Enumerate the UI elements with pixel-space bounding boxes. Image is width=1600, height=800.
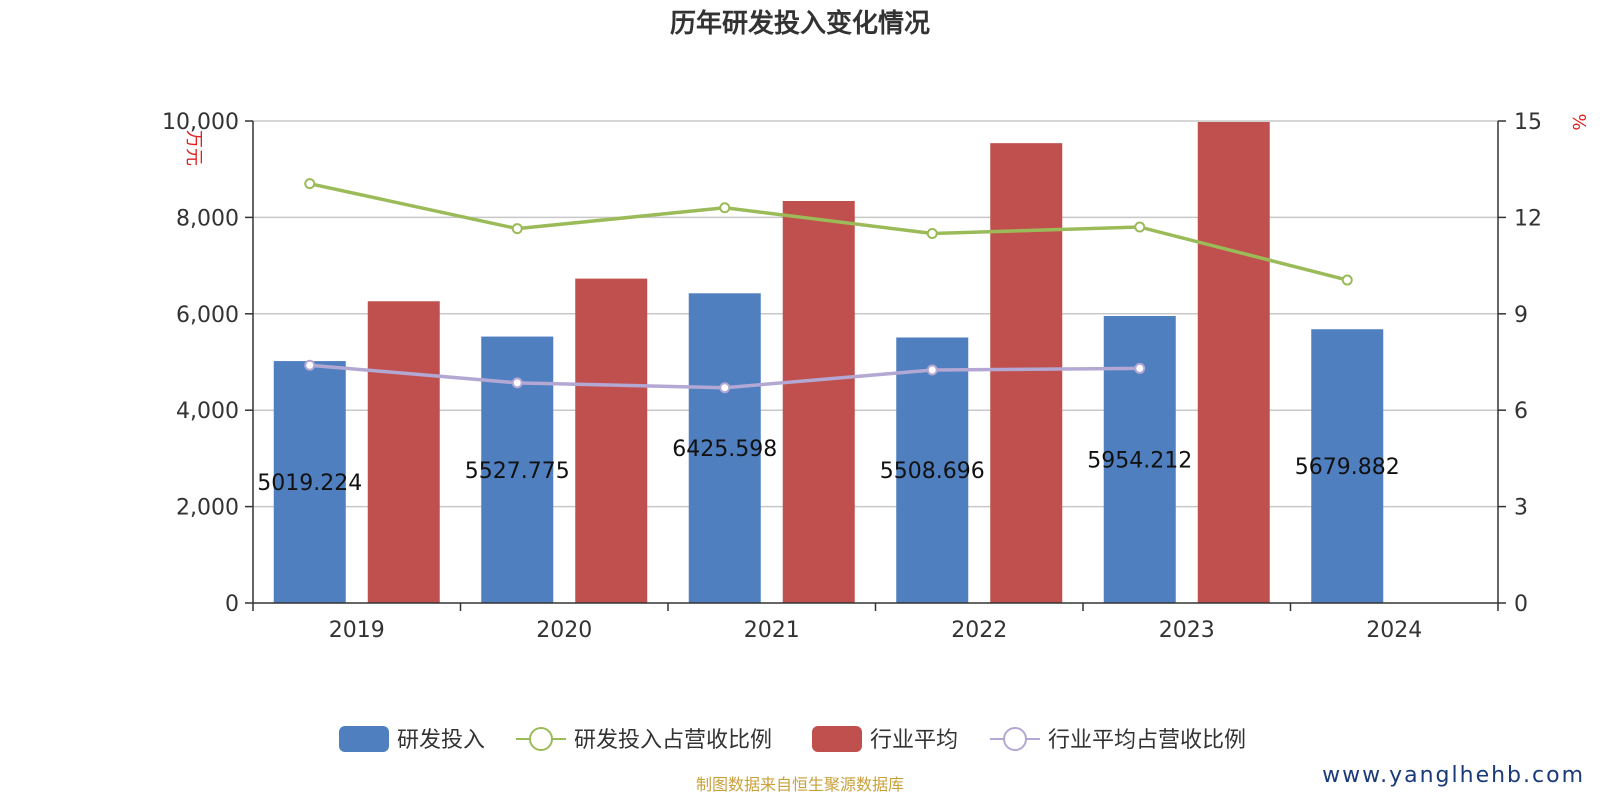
left-tick-label: 6,000 [176, 303, 239, 328]
left-tick-label: 10,000 [162, 110, 239, 135]
legend-label: 行业平均 [870, 728, 958, 753]
line-rd-ratio [309, 181, 1348, 282]
line-point [719, 202, 731, 214]
bar-data-label: 5019.224 [257, 471, 362, 496]
line-point [1341, 274, 1353, 286]
right-tick-label: 12 [1514, 206, 1542, 231]
legend-swatch-marker [1003, 727, 1027, 751]
bar-industry [575, 278, 648, 603]
legend-label: 研发投入 [397, 728, 485, 753]
x-tick-label: 2020 [536, 618, 592, 643]
bar-data-label: 5954.212 [1087, 449, 1192, 474]
bar-industry [367, 301, 440, 603]
left-tick-label: 0 [225, 592, 239, 617]
line-point [511, 377, 523, 389]
x-tick-label: 2021 [744, 618, 800, 643]
legend-swatch-bar [339, 726, 389, 752]
line-point [926, 227, 938, 239]
line-point [304, 359, 316, 371]
x-tick-label: 2019 [329, 618, 385, 643]
x-tick-label: 2022 [951, 618, 1007, 643]
bar-industry [782, 201, 855, 603]
x-tick-label: 2024 [1366, 618, 1422, 643]
right-tick-label: 3 [1514, 496, 1528, 521]
legend: 研发投入 研发投入占营收比例 行业平均 行业平均占营收比例 [339, 726, 1246, 753]
bar-data-label: 5679.882 [1295, 455, 1400, 480]
source-note: 制图数据来自恒生聚源数据库 [696, 775, 904, 794]
left-tick-label: 2,000 [176, 496, 239, 521]
right-tick-label: 9 [1514, 303, 1528, 328]
legend-swatch-bar [812, 726, 862, 752]
x-tick-label: 2023 [1159, 618, 1215, 643]
data-labels: 5019.224 5527.775 6425.598 5508.696 5954.212… [257, 437, 1399, 496]
right-tick-label: 6 [1514, 399, 1528, 424]
line-point [511, 223, 523, 235]
bar-data-label: 5527.775 [465, 459, 570, 484]
right-tick-label: 15 [1514, 110, 1542, 135]
right-axis-unit: % [1568, 113, 1589, 130]
line-point [304, 178, 316, 190]
right-tick-label: 0 [1514, 592, 1528, 617]
line-point [719, 382, 731, 394]
bar-rd [896, 337, 969, 603]
legend-swatch-marker [529, 727, 553, 751]
bar-data-label: 6425.598 [672, 437, 777, 462]
axes: 0 2,000 4,000 6,000 8,000 10,000 0 3 6 9 12 15 2019 2… [162, 110, 1542, 643]
line-point [1134, 362, 1146, 374]
left-tick-label: 8,000 [176, 206, 239, 231]
bar-rd [1311, 329, 1384, 603]
bar-industry [990, 143, 1063, 603]
left-axis-unit: 万元 [183, 130, 204, 166]
watermark: www.yanglhehb.com [1322, 763, 1585, 788]
bar-data-label: 5508.696 [880, 459, 985, 484]
bar-industry [1197, 121, 1270, 604]
bars [273, 121, 1384, 604]
chart-title: 历年研发投入变化情况 [670, 8, 930, 39]
line-point [1134, 221, 1146, 233]
left-tick-label: 4,000 [176, 399, 239, 424]
bar-rd [273, 361, 346, 603]
legend-label: 研发投入占营收比例 [574, 728, 772, 753]
line-point [926, 364, 938, 376]
bar-rd [688, 293, 761, 603]
lines [304, 178, 1353, 394]
legend-label: 行业平均占营收比例 [1048, 728, 1246, 753]
